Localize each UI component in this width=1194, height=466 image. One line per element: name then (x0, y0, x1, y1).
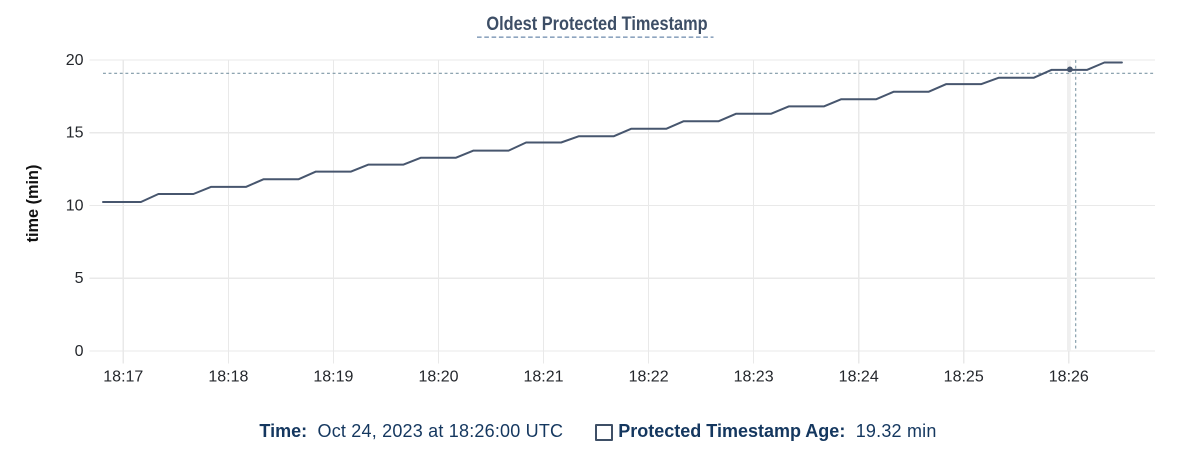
svg-text:18:26: 18:26 (1049, 369, 1089, 386)
svg-text:18:18: 18:18 (208, 369, 248, 386)
svg-text:18:21: 18:21 (523, 369, 563, 386)
svg-text:5: 5 (75, 270, 84, 287)
svg-text:0: 0 (75, 343, 84, 360)
svg-text:20: 20 (66, 52, 84, 69)
svg-text:18:20: 18:20 (418, 369, 458, 386)
svg-text:15: 15 (66, 125, 84, 142)
svg-text:18:24: 18:24 (839, 369, 879, 386)
svg-text:18:23: 18:23 (734, 369, 774, 386)
svg-text:18:25: 18:25 (944, 369, 984, 386)
svg-text:10: 10 (66, 197, 84, 214)
svg-text:18:19: 18:19 (313, 369, 353, 386)
svg-text:18:22: 18:22 (629, 369, 669, 386)
svg-text:time (min): time (min) (24, 165, 42, 243)
svg-text:18:17: 18:17 (103, 369, 143, 386)
